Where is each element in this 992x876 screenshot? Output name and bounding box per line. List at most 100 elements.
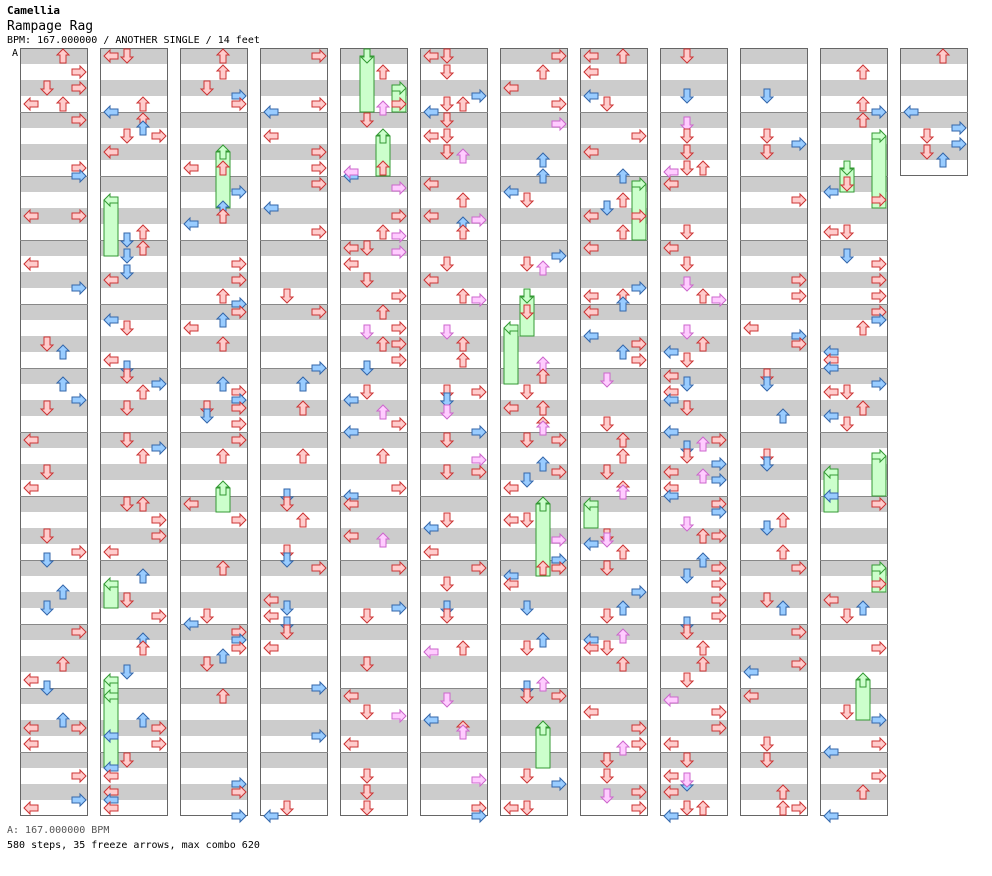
step-arrow-up xyxy=(135,384,151,400)
step-arrow-right xyxy=(711,432,727,448)
stripe xyxy=(660,784,728,800)
step-arrow-down xyxy=(679,276,695,292)
stripe xyxy=(100,80,168,96)
step-arrow-right xyxy=(71,280,87,296)
stripe xyxy=(340,272,408,288)
stripe xyxy=(340,688,408,704)
step-arrow-up xyxy=(215,480,231,496)
step-arrow-down xyxy=(679,800,695,816)
step-arrow-up xyxy=(215,160,231,176)
stripe xyxy=(420,368,488,384)
step-arrow-right xyxy=(391,480,407,496)
step-arrow-right xyxy=(231,256,247,272)
stripe xyxy=(340,464,408,480)
stripe xyxy=(740,80,808,96)
stripe xyxy=(580,560,648,576)
step-arrow-left xyxy=(103,144,119,160)
stripe xyxy=(180,464,248,480)
step-arrow-left xyxy=(423,104,439,120)
step-arrow-right xyxy=(391,320,407,336)
stripe xyxy=(820,624,888,640)
step-arrow-down xyxy=(839,416,855,432)
step-arrow-down xyxy=(679,256,695,272)
stripe xyxy=(580,144,648,160)
step-arrow-left xyxy=(103,104,119,120)
step-arrow-left xyxy=(583,64,599,80)
step-arrow-right xyxy=(551,432,567,448)
stripe xyxy=(420,400,488,416)
step-arrow-up xyxy=(855,672,871,688)
step-arrow-right xyxy=(71,112,87,128)
step-arrow-left xyxy=(343,736,359,752)
step-arrow-down xyxy=(519,688,535,704)
step-arrow-down xyxy=(599,464,615,480)
step-arrow-right xyxy=(711,720,727,736)
step-arrow-right xyxy=(631,128,647,144)
step-arrow-right xyxy=(391,416,407,432)
step-arrow-up xyxy=(695,288,711,304)
step-arrow-right xyxy=(711,608,727,624)
stripe xyxy=(900,80,968,96)
step-arrow-down xyxy=(39,552,55,568)
step-arrow-right xyxy=(711,456,727,472)
step-arrow-down xyxy=(39,600,55,616)
stripe xyxy=(260,176,328,192)
step-arrow-up xyxy=(615,432,631,448)
step-arrow-up xyxy=(855,600,871,616)
step-arrow-down xyxy=(839,248,855,264)
step-arrow-left xyxy=(903,104,919,120)
step-arrow-down xyxy=(759,456,775,472)
step-arrow-up xyxy=(455,192,471,208)
step-arrow-down xyxy=(679,324,695,340)
step-arrow-left xyxy=(823,384,839,400)
stripe xyxy=(180,432,248,448)
step-arrow-left xyxy=(103,728,119,744)
step-arrow-left xyxy=(823,744,839,760)
step-arrow-right xyxy=(311,360,327,376)
step-arrow-left xyxy=(583,88,599,104)
stripe xyxy=(500,432,568,448)
stripe xyxy=(420,656,488,672)
stripe xyxy=(580,432,648,448)
step-arrow-left xyxy=(183,496,199,512)
stripe xyxy=(260,784,328,800)
stripe xyxy=(500,656,568,672)
step-arrow-left xyxy=(423,644,439,660)
step-arrow-right xyxy=(631,208,647,224)
stripe xyxy=(660,720,728,736)
step-arrow-up xyxy=(535,456,551,472)
step-arrow-down xyxy=(119,232,135,248)
step-arrow-down xyxy=(439,324,455,340)
stripe xyxy=(420,464,488,480)
step-arrow-left xyxy=(423,272,439,288)
stripe xyxy=(740,496,808,512)
step-arrow-down xyxy=(359,360,375,376)
step-arrow-right xyxy=(871,272,887,288)
step-arrow-up xyxy=(215,208,231,224)
step-arrow-right xyxy=(391,288,407,304)
stripe xyxy=(740,272,808,288)
stripe xyxy=(260,464,328,480)
step-arrow-left xyxy=(823,352,839,368)
stripe xyxy=(500,688,568,704)
step-arrow-up xyxy=(55,344,71,360)
step-arrow-left xyxy=(103,688,119,704)
stripe xyxy=(180,144,248,160)
stripe xyxy=(340,400,408,416)
step-arrow-up xyxy=(775,800,791,816)
stripe xyxy=(580,400,648,416)
stripe xyxy=(180,720,248,736)
step-arrow-left xyxy=(743,688,759,704)
step-arrow-down xyxy=(839,160,855,176)
stripe xyxy=(420,272,488,288)
step-arrow-down xyxy=(919,128,935,144)
step-arrow-up xyxy=(775,512,791,528)
step-arrow-right xyxy=(871,768,887,784)
stripe xyxy=(100,496,168,512)
freeze-arrow-body xyxy=(871,567,887,593)
freeze-arrow-body xyxy=(103,583,119,609)
step-arrow-down xyxy=(199,80,215,96)
step-arrow-left xyxy=(583,288,599,304)
step-arrow-down xyxy=(199,608,215,624)
step-arrow-left xyxy=(23,256,39,272)
